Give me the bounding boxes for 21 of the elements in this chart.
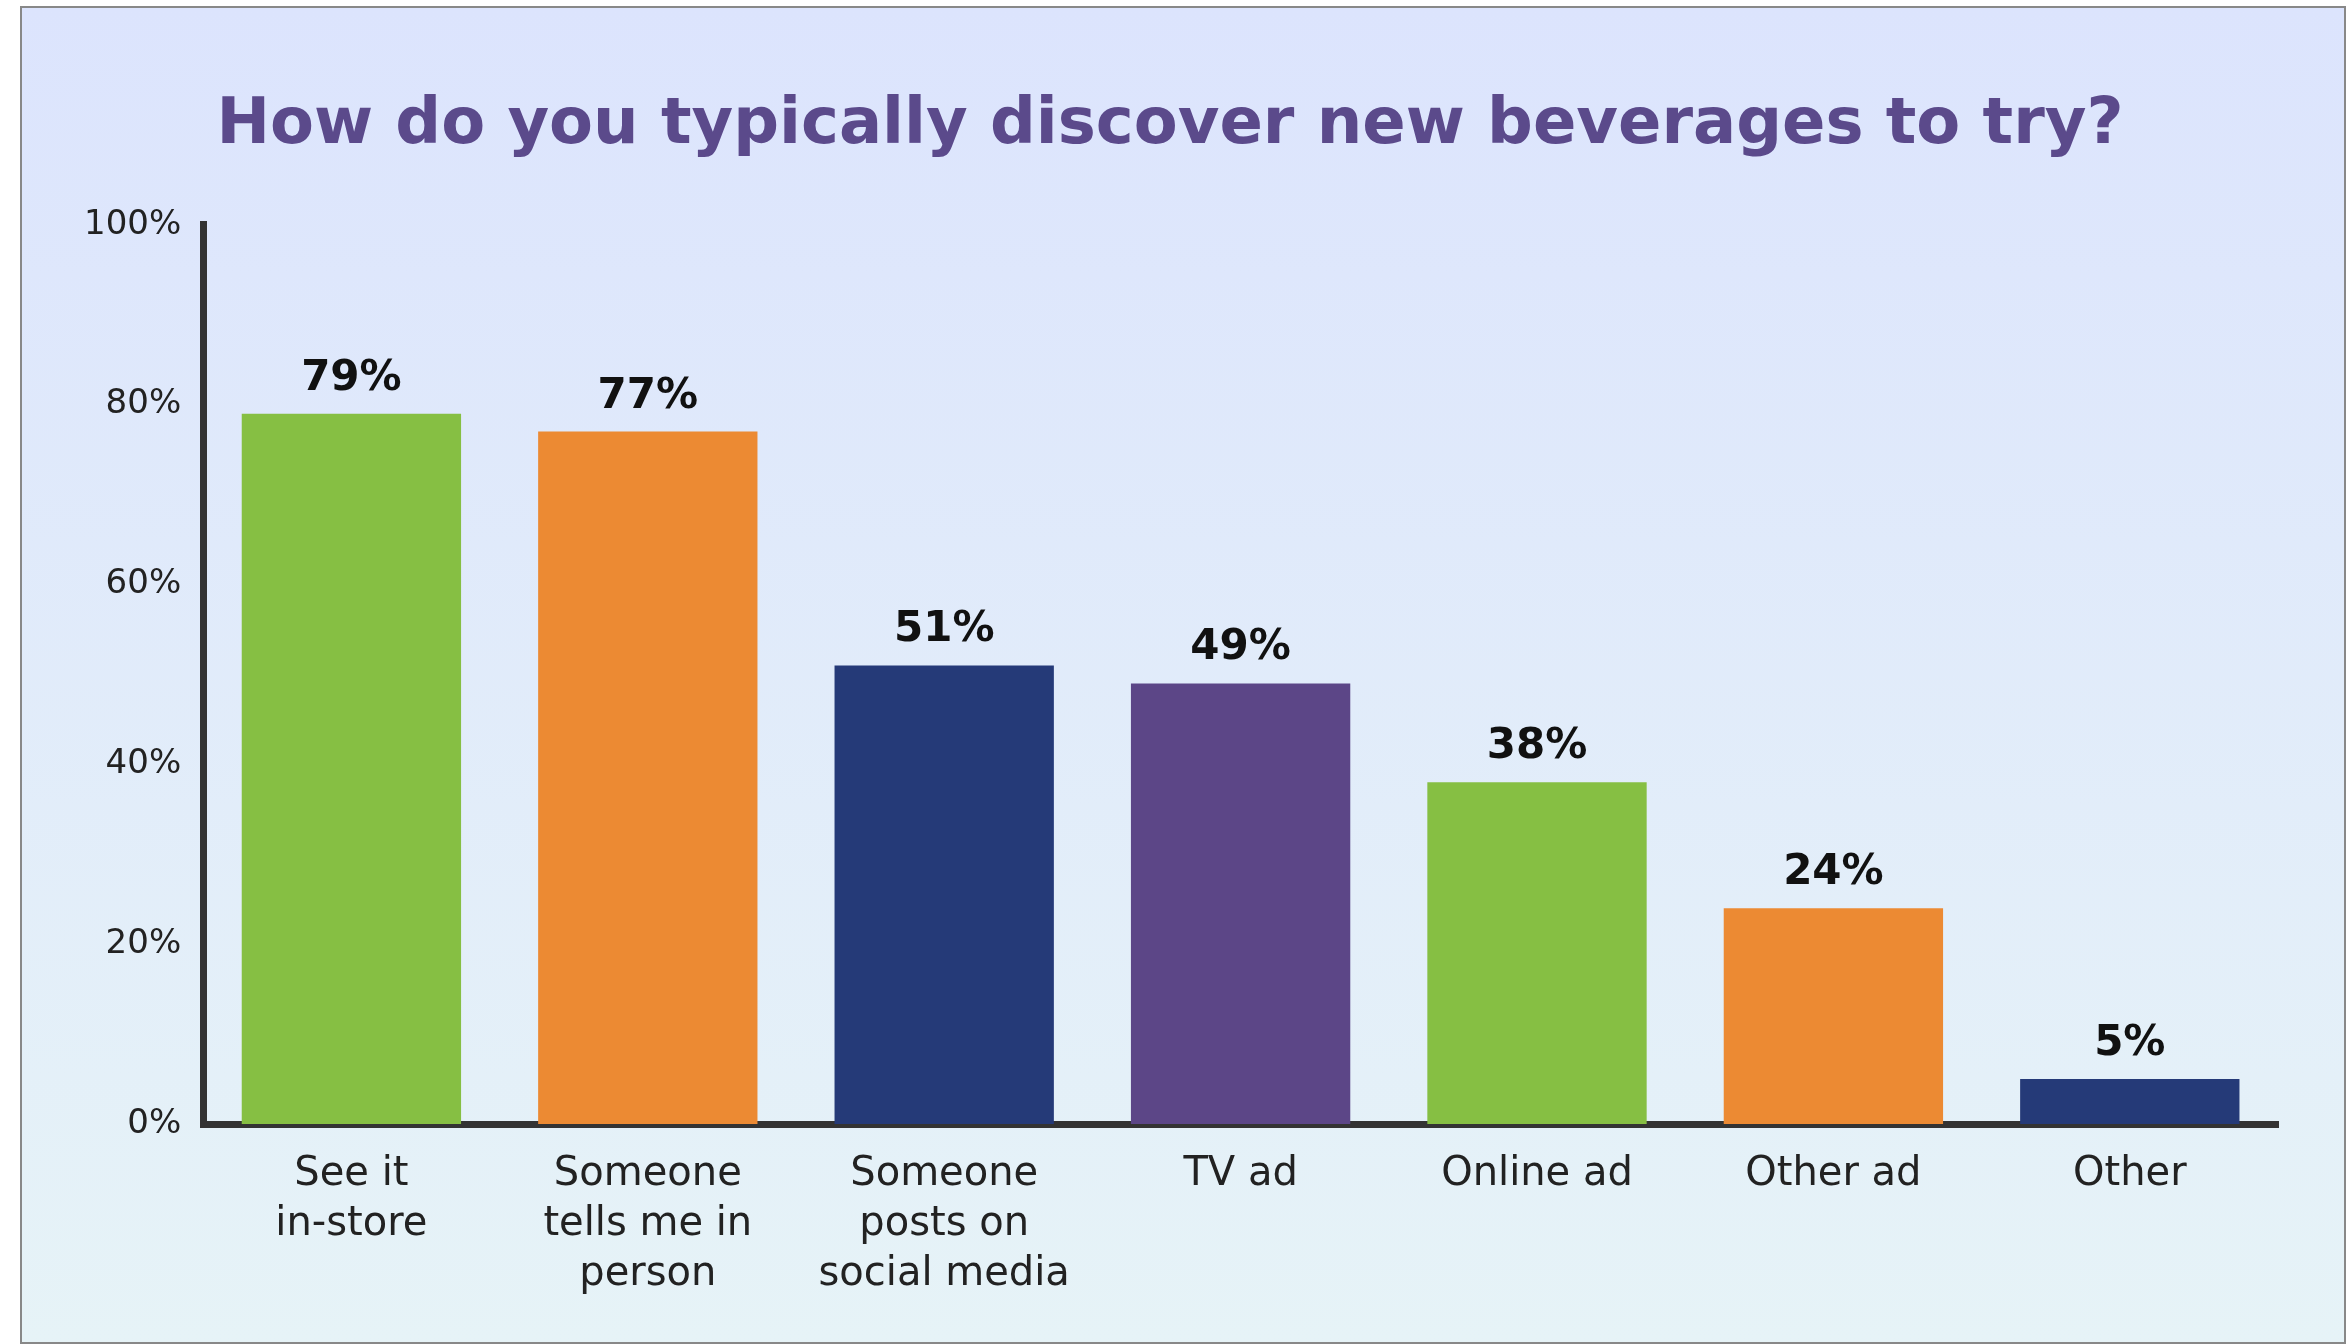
data-label: 79% xyxy=(301,350,402,400)
data-label: 5% xyxy=(2094,1015,2166,1065)
x-tick-label: Other xyxy=(2073,1148,2188,1195)
x-tick-label: TV ad xyxy=(1182,1148,1298,1195)
chart-title: How do you typically discover new beverages to try? xyxy=(216,84,2124,159)
y-tick-label: 0% xyxy=(127,1100,182,1141)
y-tick-label: 80% xyxy=(105,381,182,422)
x-tick-label: Other ad xyxy=(1745,1148,1922,1195)
data-label: 24% xyxy=(1783,845,1884,895)
y-tick-label: 20% xyxy=(105,920,182,961)
data-label: 51% xyxy=(893,602,995,652)
y-tick-label: 100% xyxy=(84,201,182,242)
x-tick-label: Online ad xyxy=(1441,1148,1633,1195)
x-tick-label: Someone tells me in person xyxy=(543,1148,753,1295)
data-label: 38% xyxy=(1486,719,1588,769)
y-tick-label: 40% xyxy=(105,741,182,782)
y-tick-label: 60% xyxy=(105,561,182,602)
x-tick-label: Someone posts on social media xyxy=(818,1148,1070,1295)
x-tick-label: See it in-store xyxy=(275,1148,428,1245)
data-label: 77% xyxy=(597,368,699,418)
data-label: 49% xyxy=(1190,620,1291,670)
